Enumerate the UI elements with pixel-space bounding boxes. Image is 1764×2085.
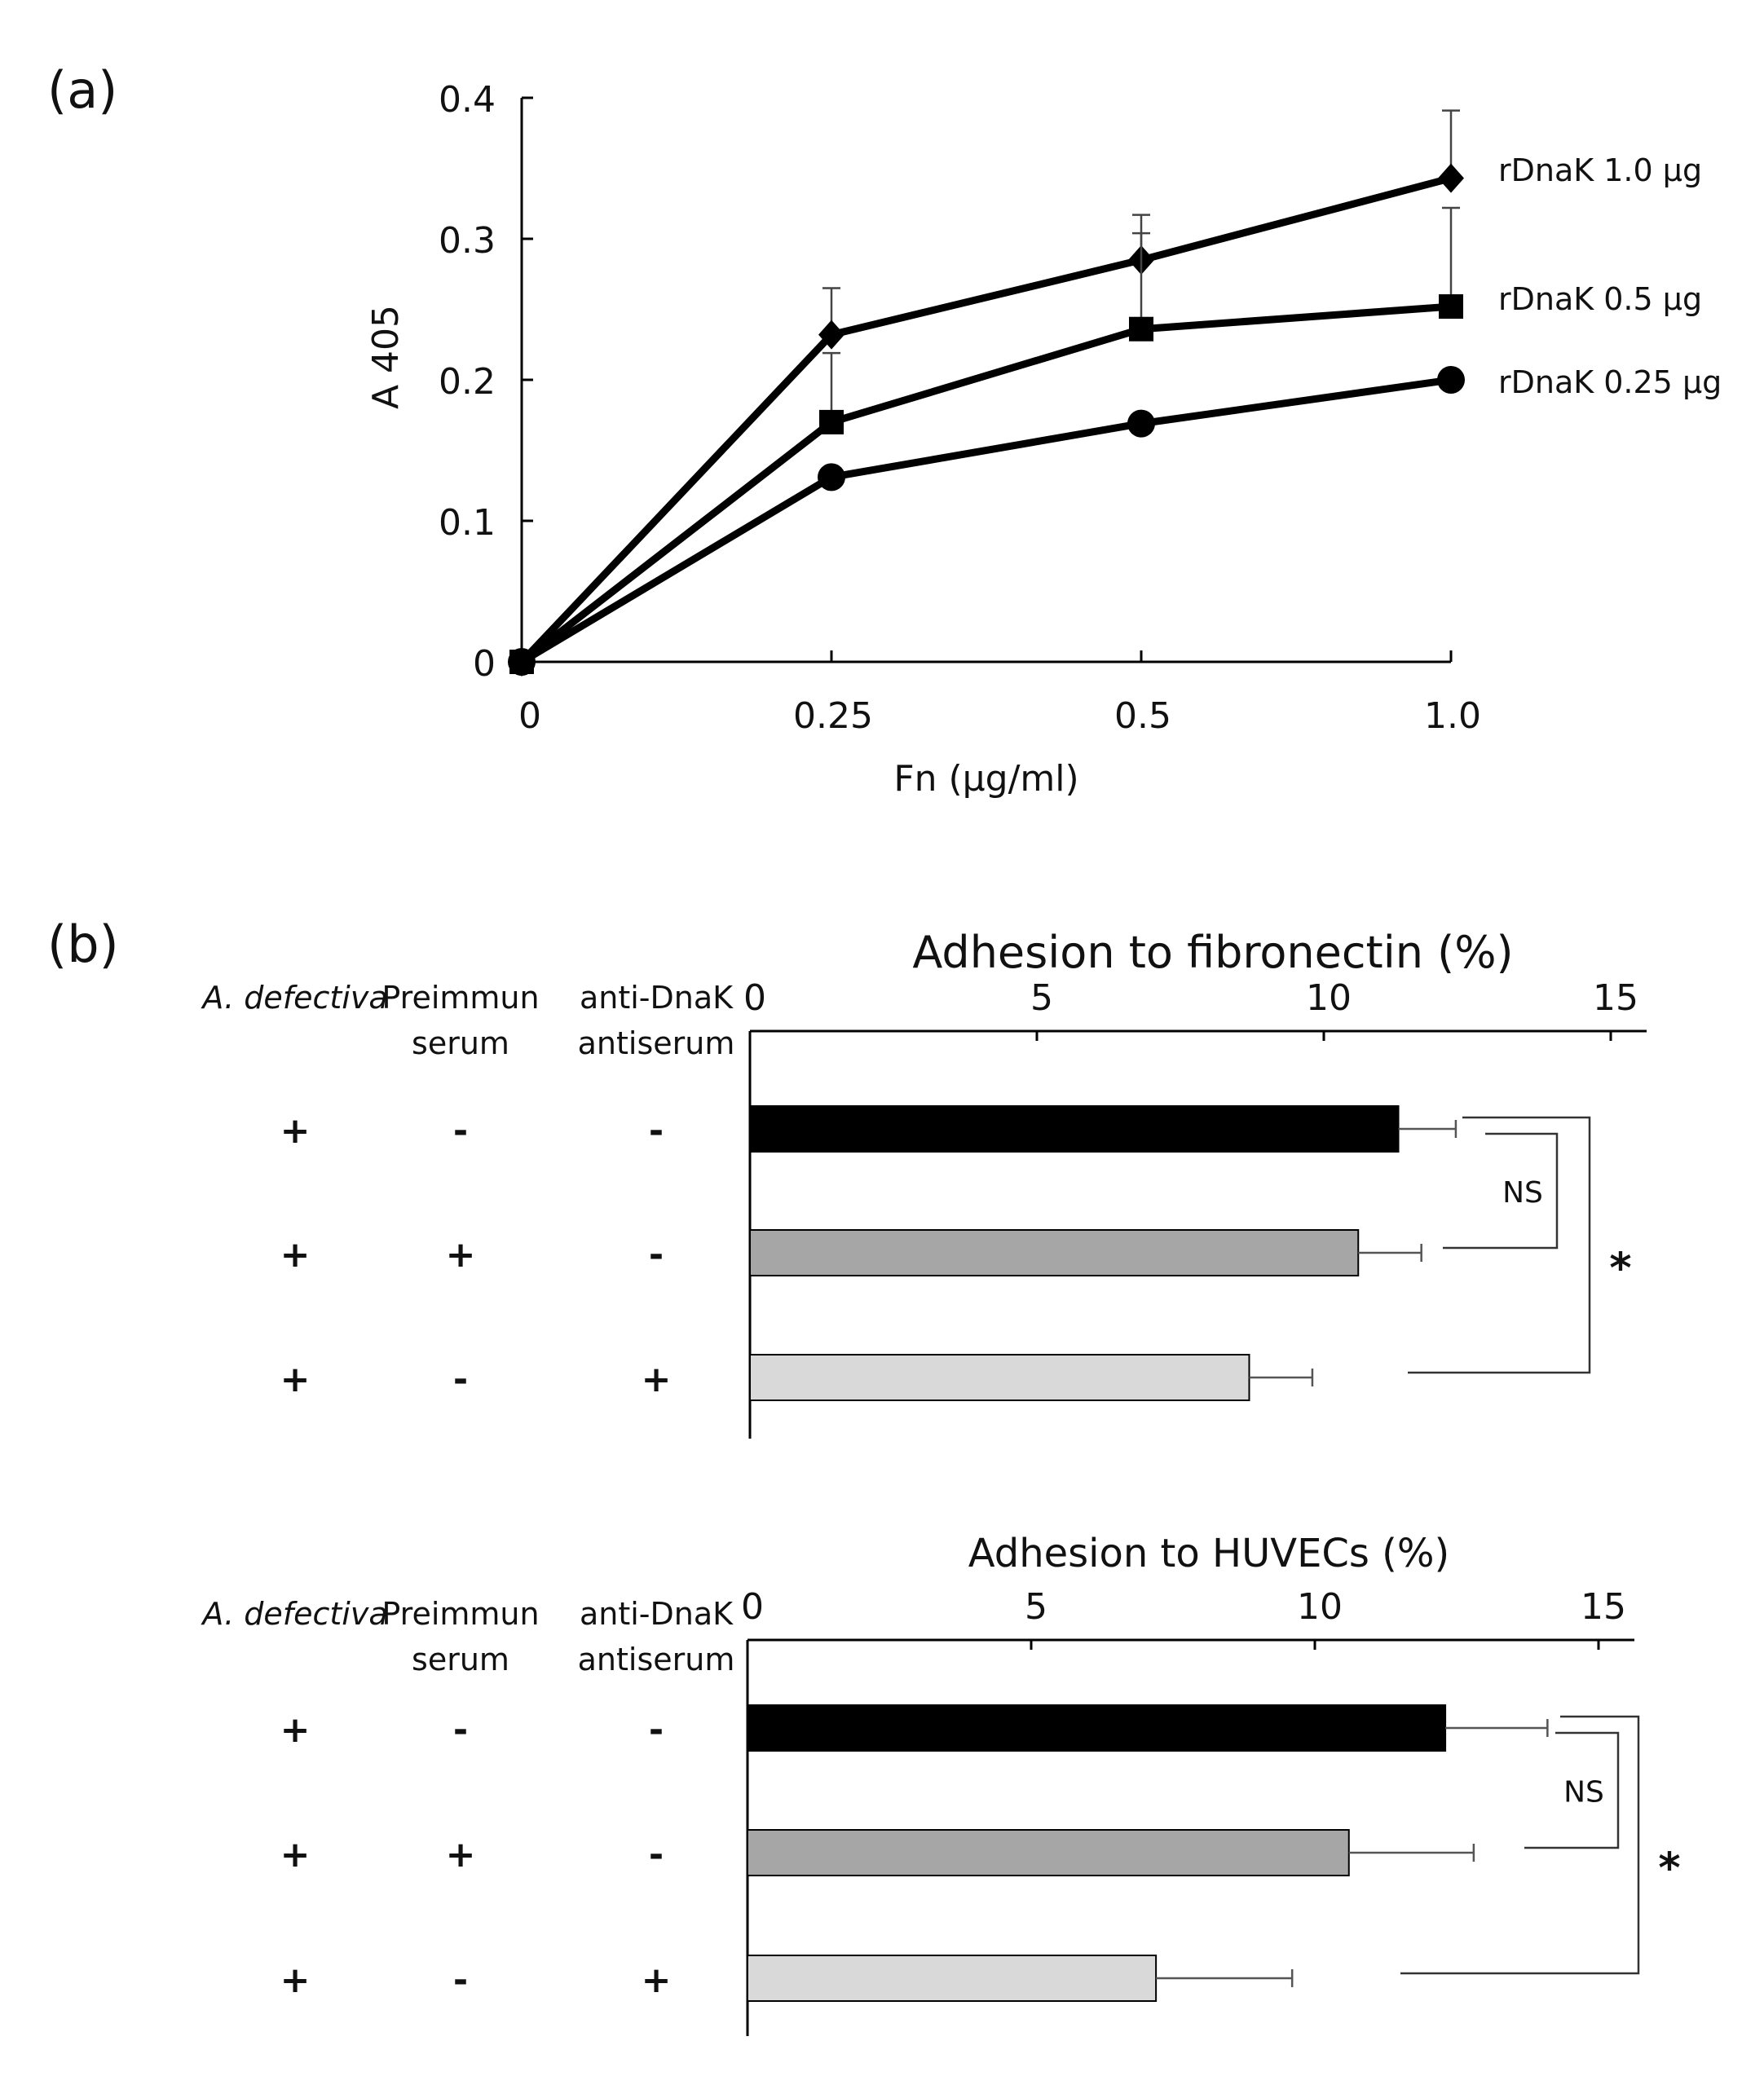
condition-header: anti-DnaK (580, 980, 734, 1016)
data-point-diamond (1438, 163, 1464, 193)
x-tick-label: 0.25 (793, 695, 873, 737)
x-tick-label: 0 (741, 1586, 764, 1628)
condition-sign: - (649, 1234, 664, 1276)
condition-sign: + (446, 1234, 476, 1276)
condition-sign: + (642, 1359, 672, 1400)
significance-label-ns: NS (1563, 1776, 1604, 1809)
significance-label-star: * (1609, 1245, 1631, 1294)
condition-sign: + (280, 1959, 311, 2001)
data-point-diamond (818, 320, 845, 350)
condition-header: Preimmun (381, 1596, 539, 1632)
y-tick-label: 0 (473, 643, 496, 685)
panel-a-label: (a) (47, 60, 117, 120)
bar (747, 1704, 1447, 1752)
series-label: rDnaK 1.0 μg (1498, 152, 1702, 188)
data-point-square (819, 409, 844, 434)
series-line (519, 302, 1452, 665)
condition-sign: - (453, 1359, 468, 1400)
condition-sign: - (649, 1709, 664, 1751)
series-line (519, 376, 1452, 665)
significance-bracket-star (1408, 1116, 1591, 1374)
data-point-square (1129, 316, 1153, 342)
condition-sign: - (453, 1110, 468, 1152)
condition-header: A. defectiva (200, 1596, 387, 1632)
x-tick-label: 0 (518, 695, 541, 737)
data-point-circle (508, 648, 536, 676)
x-tick-label: 5 (1030, 977, 1053, 1019)
y-tick-label: 0.4 (439, 79, 496, 121)
y-tick-label: 0.2 (439, 361, 496, 403)
series-label: rDnaK 0.25 μg (1498, 364, 1722, 400)
y-tick-label: 0.3 (439, 220, 496, 262)
x-tick-label: 10 (1306, 977, 1352, 1019)
x-tick-label: 10 (1297, 1586, 1343, 1628)
y-axis-label: A 405 (365, 305, 407, 409)
condition-sign: + (280, 1359, 311, 1400)
condition-header: Preimmun (381, 980, 539, 1016)
condition-header: serum (412, 1642, 509, 1677)
x-tick-label: 1.0 (1424, 695, 1481, 737)
condition-sign: + (280, 1110, 311, 1152)
bar (749, 1105, 1400, 1153)
condition-sign: + (280, 1234, 311, 1276)
significance-bracket-star (1400, 1715, 1640, 1975)
data-point-circle (1437, 366, 1465, 394)
bar (747, 1829, 1350, 1876)
chart-title: Adhesion to HUVECs (%) (968, 1531, 1449, 1576)
condition-sign: + (446, 1834, 476, 1876)
condition-sign: + (280, 1834, 311, 1876)
significance-bracket-ns (1524, 1731, 1620, 1849)
condition-sign: - (453, 1709, 468, 1751)
series-label: rDnaK 0.5 μg (1498, 281, 1702, 317)
significance-bracket-ns (1443, 1132, 1559, 1250)
condition-header: serum (412, 1025, 509, 1061)
data-point-circle (1127, 409, 1155, 438)
bar (749, 1354, 1250, 1401)
x-tick-label: 0 (743, 977, 766, 1019)
condition-sign: - (649, 1834, 664, 1876)
condition-header: antiserum (578, 1642, 735, 1677)
x-axis-label: Fn (μg/ml) (893, 758, 1078, 800)
series-line (518, 174, 1453, 665)
condition-sign: - (453, 1959, 468, 2001)
condition-header: A. defectiva (200, 980, 387, 1016)
y-tick-label: 0.1 (439, 502, 496, 544)
bar (749, 1229, 1360, 1276)
x-tick-label: 0.5 (1114, 695, 1171, 737)
condition-sign: + (642, 1959, 672, 2001)
x-tick-label: 15 (1581, 1586, 1626, 1628)
data-point-square (1439, 294, 1463, 320)
significance-label-star: * (1658, 1845, 1680, 1893)
line-chart: 0 0.1 0.2 0.3 0.4 0 0.25 0.5 1.0 Fn (μg/ml) A 405 r… (365, 79, 1722, 800)
chart-title: Adhesion to fibronectin (%) (912, 927, 1513, 978)
x-tick-label: 5 (1025, 1586, 1047, 1628)
significance-label-ns: NS (1502, 1176, 1543, 1210)
data-point-circle (818, 463, 845, 491)
condition-header: antiserum (578, 1025, 735, 1061)
x-tick-label: 15 (1593, 977, 1638, 1019)
panel-b-label: (b) (47, 915, 119, 974)
condition-header: anti-DnaK (580, 1596, 734, 1632)
bar (747, 1955, 1158, 2002)
condition-sign: + (280, 1709, 311, 1751)
condition-sign: - (649, 1110, 664, 1152)
